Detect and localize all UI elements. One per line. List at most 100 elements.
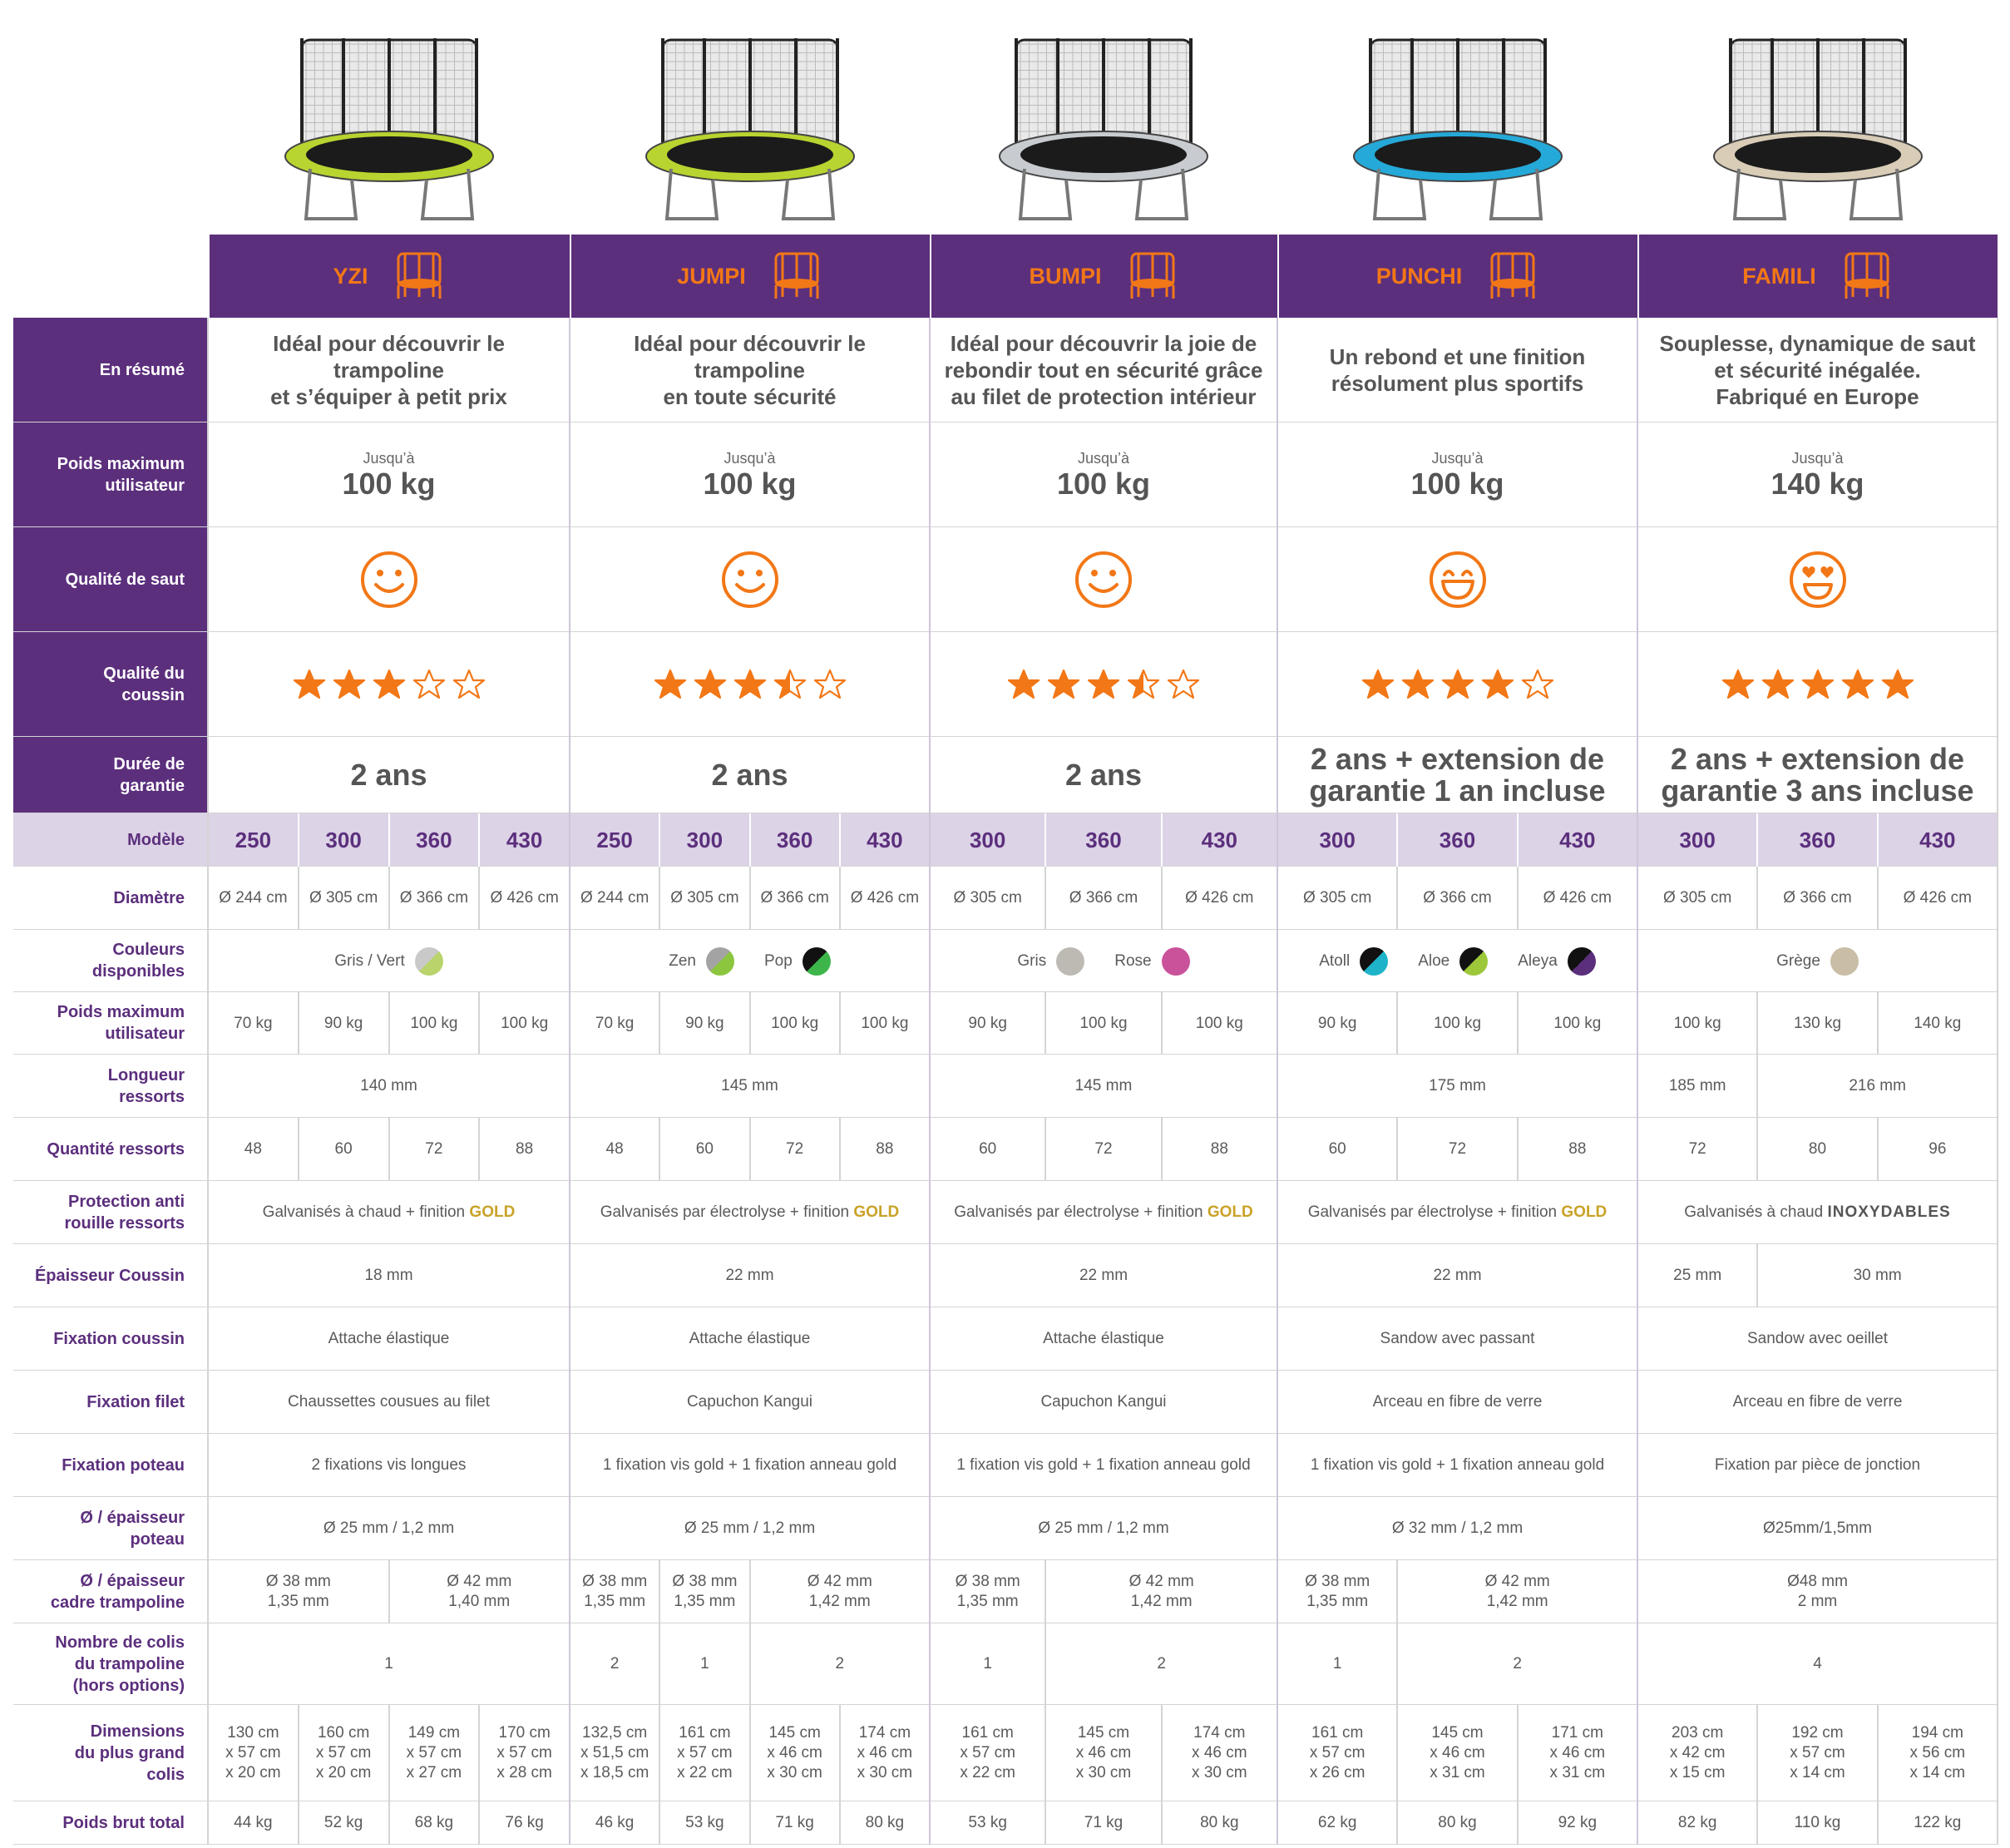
cell-text: Ø 42 mm 1,42 mm <box>1128 1573 1194 1610</box>
diameter-cell: Ø 244 cm <box>570 867 659 930</box>
grid-line <box>659 1705 661 1801</box>
parcel-dimensions-cell: 161 cm x 57 cm x 22 cm <box>659 1705 749 1801</box>
grid-line <box>13 736 1998 737</box>
gross-weight-cell: 68 kg <box>389 1801 480 1845</box>
color-swatch[interactable] <box>1459 946 1489 976</box>
grid-line <box>478 1118 481 1181</box>
grid-line <box>13 1180 1998 1181</box>
parcel-dimensions-cell: 171 cm x 46 cm x 31 cm <box>1518 1705 1637 1801</box>
cell-text: 76 kg <box>505 1814 544 1831</box>
max-user-weight-cell: 90 kg <box>299 992 389 1055</box>
cushion-fixing-cell: Sandow avec oeillet <box>1637 1307 1998 1371</box>
spring-count-cell: 72 <box>750 1118 840 1181</box>
parcel-dimensions-cell: 161 cm x 57 cm x 26 cm <box>1277 1705 1397 1801</box>
product-name: PUNCHI <box>1375 263 1463 289</box>
spring-count-cell: 88 <box>840 1118 930 1181</box>
grid-line <box>388 992 390 1055</box>
grid-line <box>838 1801 841 1845</box>
grid-line <box>1396 1801 1399 1845</box>
color-swatch[interactable] <box>1056 946 1085 976</box>
color-swatch[interactable] <box>1567 946 1596 976</box>
row-label-ep_cadre: Ø / épaisseur cadre trampoline <box>13 1560 208 1623</box>
parcel-dimensions-cell: 192 cm x 57 cm x 14 cm <box>1757 1705 1877 1801</box>
color-option[interactable]: Gris / Vert <box>334 946 443 976</box>
net-fixing-cell: Arceau en fibre de verre <box>1637 1371 1998 1434</box>
cell-text: 100 kg <box>1195 1014 1243 1032</box>
star-full-icon <box>694 669 726 699</box>
spring-count-cell: 96 <box>1878 1118 1998 1181</box>
product-header-yzi: YZI <box>208 235 570 318</box>
model-cell: 430 <box>479 813 570 867</box>
row-label-text: Qualité de saut <box>65 570 185 589</box>
grid-line <box>838 867 841 930</box>
spring-count-cell: 72 <box>389 1118 480 1181</box>
cell-text: Ø 38 mm 1,35 mm <box>1305 1573 1370 1610</box>
color-swatch[interactable] <box>414 946 443 976</box>
color-option[interactable]: Rose <box>1114 946 1190 976</box>
model-cell: 300 <box>1277 813 1398 867</box>
color-option[interactable]: Grège <box>1776 946 1859 976</box>
spring-length-cell: 175 mm <box>1277 1055 1637 1118</box>
trampoline-icon <box>1845 252 1889 299</box>
weight-prefix: Jusqu’à <box>1791 450 1844 467</box>
cell-text: 174 cm x 46 cm x 30 cm <box>857 1724 913 1781</box>
cell-text: 300 <box>686 828 724 852</box>
grid-line <box>13 1370 1998 1371</box>
cell-text: Sandow avec oeillet <box>1747 1330 1888 1347</box>
cushion-thickness-cell: 22 mm <box>1277 1244 1637 1307</box>
color-option[interactable]: Aleya <box>1518 946 1596 976</box>
cell-text: Ø48 mm 2 mm <box>1787 1573 1848 1610</box>
color-option[interactable]: Pop <box>764 946 831 976</box>
color-swatch[interactable] <box>1161 946 1190 976</box>
color-swatch[interactable] <box>1360 946 1389 976</box>
row-label-text: Épaisseur Coussin <box>34 1266 185 1285</box>
parcel-count-cell: 2 <box>1397 1623 1637 1705</box>
product-name: FAMILI <box>1742 263 1816 289</box>
color-option[interactable]: Atoll <box>1319 946 1389 976</box>
grid-line <box>569 318 570 1845</box>
cell-text: 100 kg <box>1553 1014 1602 1032</box>
grid-line <box>1516 992 1519 1055</box>
grid-line <box>1396 1560 1399 1623</box>
weight-value: 100 kg <box>342 467 436 501</box>
frame-size-cell: Ø 38 mm 1,35 mm <box>930 1560 1045 1623</box>
max-user-weight-cell: 100 kg <box>479 992 570 1055</box>
color-option[interactable]: Aloe <box>1418 946 1489 976</box>
trampoline-image-yzi <box>284 38 494 220</box>
cell-text: Capuchon Kangui <box>1040 1393 1167 1411</box>
gross-weight-cell: 71 kg <box>750 1801 840 1845</box>
parcel-count-cell: 4 <box>1637 1623 1998 1705</box>
model-cell: 430 <box>1161 813 1277 867</box>
color-option[interactable]: Zen <box>669 946 734 976</box>
trampoline-icon <box>774 252 819 299</box>
cell-text: 100 kg <box>1433 1014 1482 1032</box>
spring-count-cell: 48 <box>570 1118 659 1181</box>
cushion-quality-cell <box>570 632 930 737</box>
color-swatch[interactable] <box>1830 946 1859 976</box>
cell-text: 22 mm <box>1433 1267 1482 1284</box>
product-name: YZI <box>333 263 368 289</box>
color-swatch[interactable] <box>802 946 831 976</box>
grid-line <box>13 631 1998 632</box>
cell-text: Ø 38 mm 1,35 mm <box>955 1573 1020 1610</box>
parcel-dimensions-cell: 174 cm x 46 cm x 30 cm <box>840 1705 930 1801</box>
cell-text: 1 fixation vis gold + 1 fixation anneau … <box>1310 1456 1605 1474</box>
cell-text: Ø 305 cm <box>670 889 739 907</box>
star-full-icon <box>1441 669 1474 699</box>
grid-line <box>748 1560 751 1623</box>
cell-text: 1 <box>1332 1655 1342 1673</box>
color-swatch[interactable] <box>705 946 734 976</box>
max-weight-cell: Jusqu’à 100 kg <box>1277 422 1637 527</box>
colors-cell: Gris / Vert <box>208 930 570 992</box>
cell-text: 145 cm x 46 cm x 30 cm <box>767 1724 822 1781</box>
max-weight-cell: Jusqu’à 100 kg <box>570 422 930 527</box>
grid-line <box>1045 992 1047 1055</box>
max-user-weight-cell: 130 kg <box>1757 992 1877 1055</box>
row-label-ep_poteau: Ø / épaisseur poteau <box>13 1497 208 1560</box>
model-cell: 300 <box>659 813 750 867</box>
grid-line <box>1876 1118 1879 1181</box>
max-user-weight-cell: 100 kg <box>1162 992 1277 1055</box>
model-cell: 360 <box>1757 813 1878 867</box>
weight-prefix: Jusqu’à <box>1077 450 1130 467</box>
color-option[interactable]: Gris <box>1017 946 1085 976</box>
